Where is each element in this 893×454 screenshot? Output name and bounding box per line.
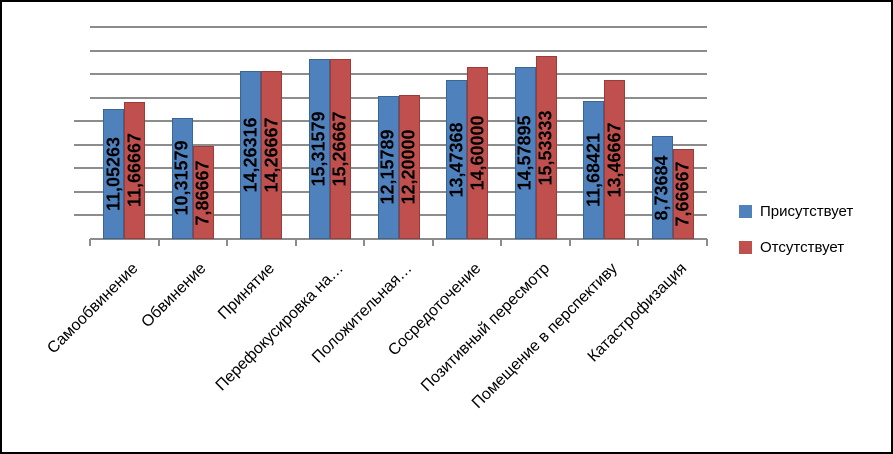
- x-axis-tick: [500, 239, 503, 246]
- legend: Присутствует Отсутствует: [739, 199, 853, 271]
- category-label: Принятие: [215, 260, 279, 323]
- y-axis-tick: [74, 167, 90, 170]
- bar-value-label: 8,73684: [651, 154, 672, 221]
- bar: 13,46667: [604, 80, 626, 239]
- bar: 10,31579: [171, 117, 193, 239]
- category-label: Самообвинение: [44, 260, 142, 358]
- bar-value-label: 14,57895: [514, 115, 535, 191]
- bar-value-label: 15,53333: [535, 109, 556, 186]
- bar-value-label: 15,31579: [308, 111, 329, 187]
- bar-value-label: 7,86667: [192, 160, 213, 226]
- bar-value-label: 11,05263: [103, 136, 124, 211]
- bar-value-label: 14,60000: [467, 115, 488, 191]
- bar: 7,86667: [192, 146, 214, 239]
- x-axis-tick: [157, 239, 160, 246]
- bar-value-label: 12,15789: [377, 129, 398, 205]
- gridline: [90, 73, 707, 76]
- bar: 12,15789: [377, 95, 399, 239]
- category-label: Помещение в перспективу: [469, 260, 622, 412]
- bar-value-label: 14,26667: [261, 117, 282, 193]
- y-axis-tick: [74, 214, 90, 217]
- bar-value-label: 11,66667: [124, 133, 145, 208]
- x-axis-tick: [89, 239, 91, 246]
- bar-value-label: 12,20000: [398, 129, 419, 205]
- legend-label: Присутствует: [760, 202, 854, 220]
- y-axis-tick: [74, 143, 90, 146]
- y-axis-tick: [74, 190, 90, 193]
- bar: 15,31579: [308, 58, 330, 239]
- legend-item-absent: Отсутствует: [739, 235, 853, 259]
- gridline: [90, 49, 707, 52]
- bar: 8,73684: [651, 136, 673, 239]
- bar: 7,66667: [672, 148, 694, 239]
- x-axis-tick: [706, 239, 708, 246]
- x-axis-tick: [637, 239, 640, 246]
- bar-value-label: 15,26667: [329, 111, 350, 187]
- bar-value-label: 7,66667: [672, 161, 693, 227]
- bar: 11,66667: [124, 101, 146, 239]
- gridline: [90, 26, 707, 28]
- category-label: Обвинение: [138, 260, 210, 332]
- legend-swatch-red: [739, 240, 752, 254]
- legend-label: Отсутствует: [760, 238, 845, 256]
- legend-item-present: Присутствует: [739, 199, 853, 223]
- x-axis-tick: [431, 239, 434, 246]
- bar: 15,26667: [329, 59, 351, 239]
- bar: 14,26316: [240, 71, 262, 239]
- x-axis-tick: [226, 239, 229, 246]
- bar-value-label: 10,31579: [171, 140, 192, 216]
- bar: 14,57895: [514, 67, 536, 239]
- bar: 15,53333: [535, 56, 557, 239]
- bar-value-label: 13,47368: [446, 122, 467, 198]
- bar-value-label: 11,68421: [583, 133, 604, 208]
- x-axis-tick: [294, 239, 297, 246]
- legend-swatch-blue: [739, 204, 752, 218]
- bar-value-label: 13,46667: [604, 122, 625, 198]
- bar: 12,20000: [398, 95, 420, 239]
- bar: 14,60000: [467, 67, 489, 239]
- category-label: Позитивный пересмотр: [417, 260, 553, 396]
- bar: 13,47368: [446, 80, 468, 239]
- bar: 11,05263: [103, 108, 125, 239]
- category-label: Перефокусировка на…: [212, 260, 347, 395]
- y-axis-tick: [74, 120, 90, 123]
- x-axis-tick: [363, 239, 366, 246]
- x-axis-line: [90, 238, 707, 240]
- bar-value-label: 14,26316: [240, 117, 261, 193]
- x-axis-tick: [568, 239, 571, 246]
- bar: 11,68421: [583, 101, 605, 239]
- bar: 14,26667: [261, 70, 283, 239]
